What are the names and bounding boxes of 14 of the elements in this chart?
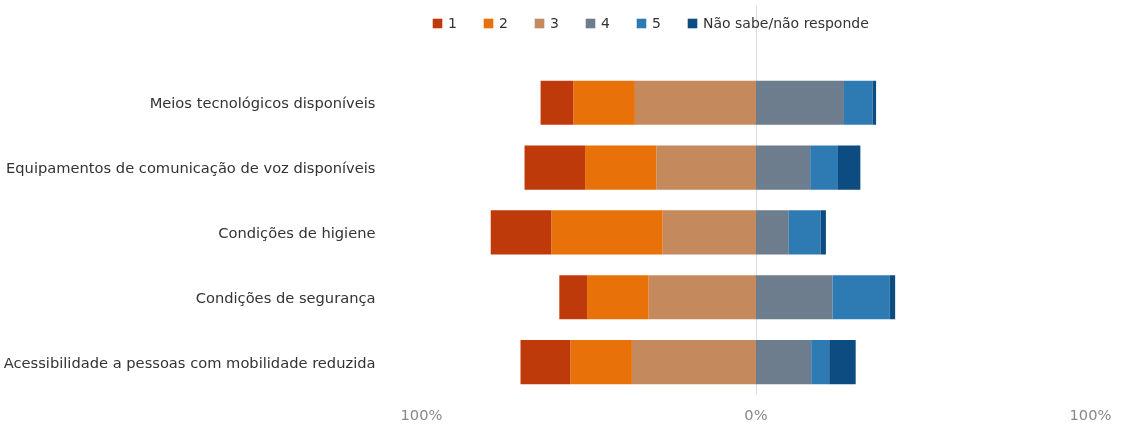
y-tick-label: Condições de segurança bbox=[195, 288, 376, 306]
y-tick-label: Equipamentos de comunicação de voz disponíveis bbox=[6, 159, 376, 177]
x-tick-label: 100% bbox=[400, 405, 443, 423]
x-tick-label: 100% bbox=[1069, 405, 1112, 423]
legend-label: 4 bbox=[601, 15, 611, 31]
x-tick-label: 0% bbox=[744, 405, 768, 423]
legend-label: Não sabe/não responde bbox=[703, 15, 869, 31]
y-tick-label: Condições de higiene bbox=[218, 223, 376, 241]
legend-label: 2 bbox=[499, 15, 509, 31]
legend-label: 3 bbox=[550, 15, 560, 31]
y-tick-label: Meios tecnológicos disponíveis bbox=[149, 94, 376, 112]
y-tick-label: Acessibilidade a pessoas com mobilidade reduzida bbox=[3, 353, 376, 371]
legend-label: 1 bbox=[448, 15, 458, 31]
legend-label: 5 bbox=[652, 15, 662, 31]
